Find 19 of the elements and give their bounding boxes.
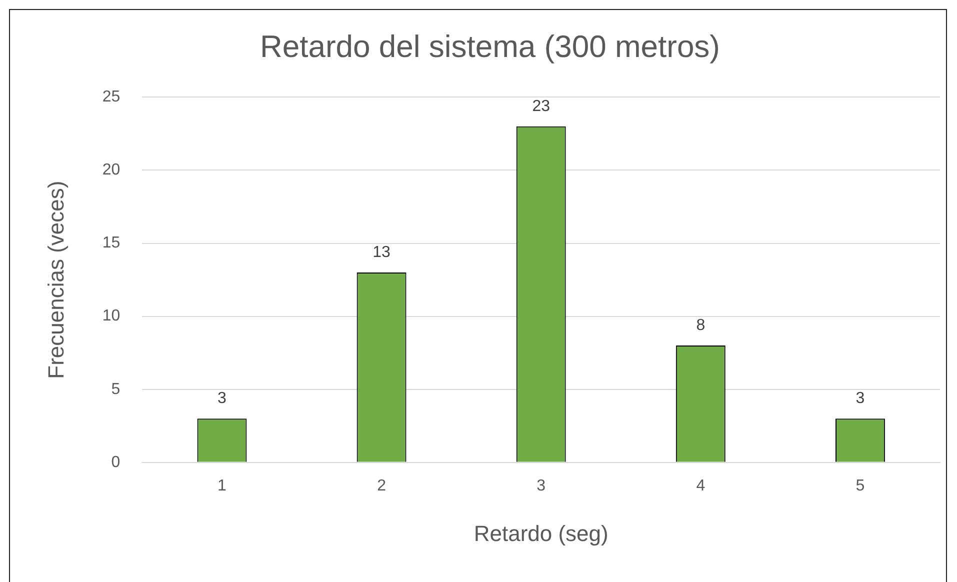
data-label: 3: [218, 390, 227, 407]
x-tick-label: 2: [377, 477, 386, 494]
y-tick-label: 25: [102, 88, 120, 106]
x-tick-label: 3: [536, 477, 546, 494]
y-tick-label: 15: [102, 234, 120, 252]
data-label: 23: [532, 98, 550, 115]
y-tick-label: 20: [102, 162, 120, 179]
x-tick-label: 4: [696, 477, 706, 494]
data-label: 3: [856, 390, 865, 407]
y-axis-title: Frecuencias (veces): [43, 180, 68, 379]
chart-title: Retardo del sistema (300 metros): [260, 29, 720, 64]
y-tick-label: 5: [111, 380, 120, 398]
y-tick-label: 0: [111, 454, 120, 471]
x-axis-title: Retardo (seg): [474, 520, 608, 546]
x-tick-label: 5: [856, 477, 865, 494]
x-tick-label: 1: [218, 477, 227, 494]
data-label: 13: [372, 244, 391, 261]
y-tick-label: 10: [102, 308, 120, 325]
data-label: 8: [696, 316, 706, 334]
